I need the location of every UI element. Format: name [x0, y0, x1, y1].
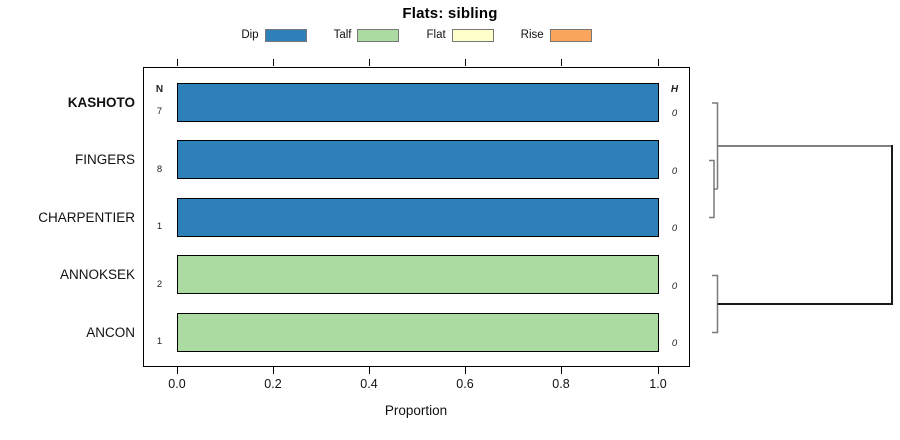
top-axis-tick	[464, 59, 466, 66]
x-axis-tick	[368, 367, 370, 374]
legend-swatch-flat	[451, 28, 494, 42]
bar-row	[177, 197, 659, 237]
bar-row	[177, 312, 659, 352]
y-label-fingers: FINGERS	[74, 152, 135, 167]
x-tick-label: 0.8	[552, 377, 570, 391]
dendrogram-bracket-kashoto-cluster	[712, 102, 719, 189]
x-tick-label: 1.0	[649, 377, 667, 391]
h-value: 0	[671, 223, 678, 234]
legend-item-flat: Flat	[426, 28, 494, 42]
chart-title: Flats: sibling	[402, 5, 498, 22]
n-value: 1	[156, 221, 163, 232]
legend-swatch-rise	[549, 28, 592, 42]
x-tick-label: 0.2	[264, 377, 282, 391]
n-column-header: N	[155, 84, 164, 95]
bar-row	[177, 140, 659, 179]
bar-charpentier	[177, 197, 659, 237]
y-label-annoksek: ANNOKSEK	[59, 267, 135, 282]
top-axis-tick	[560, 59, 562, 66]
n-value: 2	[156, 278, 163, 290]
x-axis-tick	[560, 367, 562, 374]
x-tick-label: 0.4	[360, 377, 378, 391]
x-axis-tick	[176, 367, 178, 374]
bar-row	[177, 82, 659, 122]
legend-label-talf: Talf	[333, 29, 352, 41]
n-value: 8	[156, 163, 163, 175]
h-value: 0	[671, 165, 678, 177]
plot-area	[143, 67, 690, 367]
legend-label-dip: Dip	[241, 29, 259, 41]
h-value: 0	[671, 280, 678, 292]
n-value: 1	[156, 336, 163, 347]
dendrogram-bracket-annoksek-ancon	[712, 274, 719, 334]
h-value: 0	[671, 108, 678, 119]
h-value: 0	[671, 338, 678, 349]
x-axis-tick	[272, 367, 274, 374]
legend-label-flat: Flat	[426, 29, 446, 41]
y-label-kashoto: KASHOTO	[67, 94, 135, 110]
h-column-header: H	[670, 84, 679, 95]
legend-item-talf: Talf	[333, 28, 400, 42]
x-axis-tick	[657, 367, 659, 374]
n-value: 7	[156, 106, 163, 117]
legend: Dip Talf Flat Rise	[143, 26, 690, 44]
bar-annoksek	[177, 255, 659, 294]
bar-fingers	[177, 140, 659, 179]
y-label-charpentier: CHARPENTIER	[38, 209, 135, 225]
legend-label-rise: Rise	[520, 29, 544, 41]
legend-item-dip: Dip	[241, 28, 307, 42]
top-axis-tick	[176, 59, 178, 66]
bar-kashoto	[177, 82, 659, 122]
x-axis-tick	[464, 367, 466, 374]
y-label-ancon: ANCON	[86, 324, 135, 340]
top-axis-tick	[272, 59, 274, 66]
top-axis-tick	[368, 59, 370, 66]
bar-ancon	[177, 312, 659, 352]
bar-row	[177, 255, 659, 294]
legend-swatch-dip	[264, 28, 307, 42]
x-tick-label: 0.0	[168, 377, 186, 391]
dendrogram-bracket-fingers-charpentier	[709, 159, 715, 219]
x-axis-title: Proportion	[384, 403, 448, 418]
legend-item-rise: Rise	[520, 28, 592, 42]
x-tick-label: 0.6	[456, 377, 474, 391]
legend-swatch-talf	[357, 28, 400, 42]
top-axis-tick	[657, 59, 659, 66]
